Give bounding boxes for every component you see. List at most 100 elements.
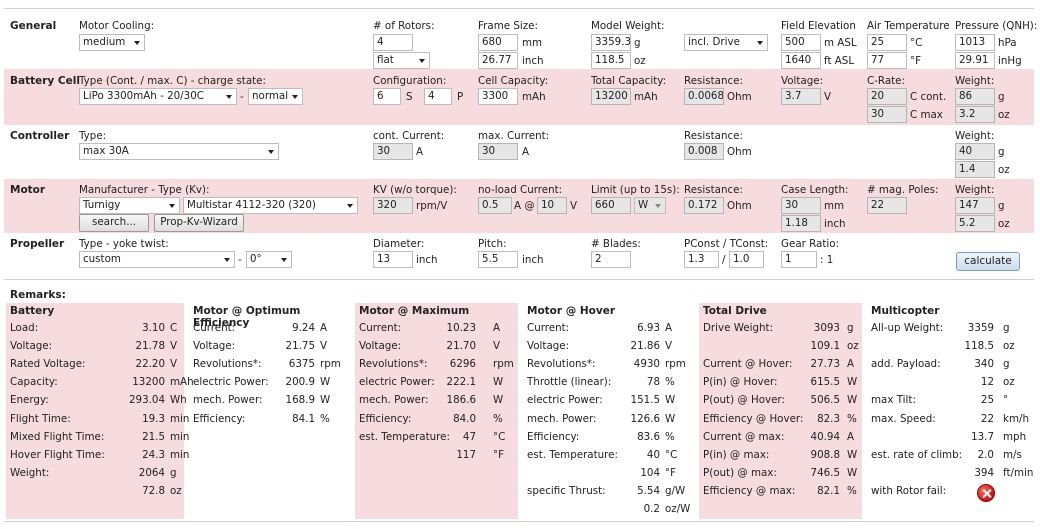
battery-weight-g-unit: g [998,91,1005,103]
result-label: electric Power: [527,394,603,407]
tconst-input[interactable]: 1.0 [729,251,764,268]
result-label: Hover Flight Time: [10,448,105,461]
field-elevation-m-input[interactable]: 500 [781,34,821,51]
gear-ratio-input[interactable]: 1 [781,251,817,268]
result-label: Current: [359,322,402,334]
pressure-inhg-unit: inHg [998,55,1022,67]
pressure-hpa-input[interactable]: 1013 [955,34,995,51]
air-temp-c-input[interactable]: 25 [867,34,907,51]
result-label: Revolutions*: [527,358,596,371]
chevron-down-icon [169,204,175,208]
result-value: 6296 [449,358,476,371]
config-s-input[interactable]: 6 [373,88,401,105]
chevron-down-icon [134,41,140,45]
battery-resistance-label: Resistance: [684,75,743,87]
result-unit: ft/min [1003,466,1034,479]
result-value: 104 [640,466,660,479]
result-row: Current: 6.93 A [523,321,693,339]
battery-type-select[interactable]: LiPo 3300mAh - 20/30C [79,88,237,105]
field-elevation-ft-input[interactable]: 1640 [781,52,821,69]
prop-blades-input[interactable]: 2 [591,251,631,268]
case-length-inch-value: 1.18 [781,215,821,232]
motor-weight-g-value: 147 [955,197,995,214]
motor-limit-unit-select[interactable]: W [634,197,666,214]
result-value: 746.5 [810,466,840,479]
result-value: 615.5 [810,376,840,389]
result-row: Current @ Hover: 27.73 A [699,357,862,375]
mag-poles-value: 22 [867,197,907,214]
motor-manufacturer-select[interactable]: Turnigy [79,197,180,214]
result-label: Efficiency @ max: [703,484,796,497]
motor-cooling-select[interactable]: medium [79,34,145,51]
prop-diameter-input[interactable]: 13 [373,251,413,268]
rotors-input[interactable]: 4 [373,34,413,51]
model-weight-oz-input[interactable]: 118.5 [591,52,631,69]
result-value: 3359 [967,322,994,334]
result-value: 13.7 [971,430,994,443]
model-weight-g-input[interactable]: 3359.3 [591,34,631,51]
prop-kv-wizard-button[interactable]: Prop-Kv-Wizard [154,214,244,232]
frame-size-mm-input[interactable]: 680 [478,34,518,51]
motor-kv-unit: rpm/V [416,200,448,212]
cell-capacity-input[interactable]: 3300 [478,88,518,105]
result-unit: Wh [170,394,187,407]
prop-pitch-input[interactable]: 5.5 [478,251,518,268]
motor-resistance-value: 0.172 [684,197,724,214]
result-value: 12 [980,376,994,389]
result-label: Capacity: [10,376,58,389]
yoke-twist-select[interactable]: 0° [246,251,292,268]
pconst-input[interactable]: 1.3 [684,251,719,268]
controller-type-select[interactable]: max 30A [79,143,279,160]
result-value: 40.94 [810,430,840,443]
cell-capacity-label: Cell Capacity: [478,75,549,87]
frame-size-inch-input[interactable]: 26.77 [478,52,518,69]
pconst-tconst-label: PConst / TConst: [684,238,769,250]
result-label: All-up Weight: [871,322,944,334]
result-row: Efficiency @ Hover: 82.3% [699,412,862,430]
result-row: est. Temperature: 47 °C [355,430,518,448]
c-rate-max-unit: C max [910,109,943,121]
result-row: mech. Power: 186.6 W [355,393,518,411]
results-multicopter-title: Multicopter [871,305,940,317]
result-unit: g/W [665,484,686,497]
result-label: with Rotor fail: [871,484,947,497]
config-p-input[interactable]: 4 [424,88,452,105]
result-row: 104 °F [523,466,693,484]
result-value: 78 [646,376,660,389]
result-label: Current: [527,322,570,334]
calculate-button[interactable]: calculate [956,252,1020,271]
result-row: Efficiency: 83.6% [523,430,693,448]
result-value: 6375 [288,358,315,371]
result-unit: W [847,376,858,389]
charge-state-select[interactable]: normal [248,88,303,105]
result-row: electric Power: 222.1 W [355,375,518,393]
air-temp-c-unit: °C [910,37,923,49]
result-value: 908.8 [810,448,840,461]
air-temp-f-input[interactable]: 77 [867,52,907,69]
motor-search-button[interactable]: search... [79,214,149,232]
result-label: Current: [193,322,236,334]
frame-size-mm-unit: mm [522,37,543,49]
motor-weight-g-unit: g [998,200,1005,212]
result-label: electric Power: [193,376,269,389]
weight-mode-select[interactable]: incl. Drive [684,34,768,51]
result-unit: W [665,394,676,407]
controller-type-label: Type: [79,130,107,142]
pressure-inhg-input[interactable]: 29.91 [955,52,995,69]
result-unit: min [170,448,190,461]
propeller-type-select[interactable]: custom [79,251,235,268]
result-unit: oz/W [665,503,691,515]
result-value: 168.9 [285,394,315,407]
rotor-layout-select[interactable]: flat [373,52,430,69]
result-value: 82.1 [817,484,840,497]
result-row: Revolutions*: 4930 rpm [523,357,693,375]
results-battery-title: Battery [10,305,55,317]
motor-model-select[interactable]: Multistar 4112-320 (320) [183,197,358,214]
controller-resistance-label: Resistance: [684,130,743,142]
section-motor-title: Motor [10,184,46,196]
result-unit: % [665,376,675,389]
result-row: P(in) @ max: 908.8 W [699,448,862,466]
result-value: 22 [980,412,994,425]
result-label: Energy: [10,394,49,407]
results-drive-title: Total Drive [703,305,767,317]
